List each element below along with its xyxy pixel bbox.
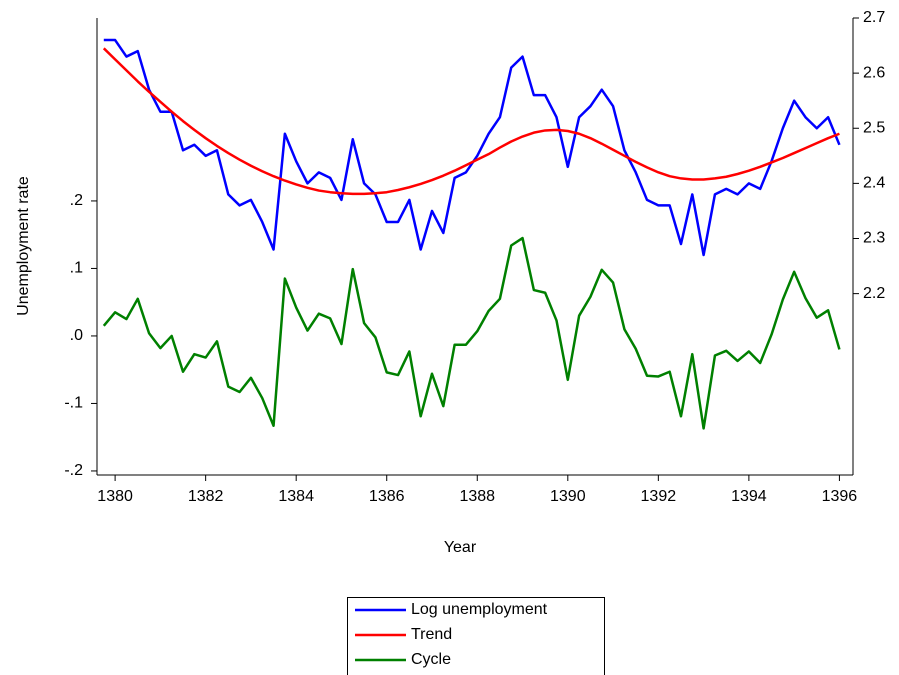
y-tick-label: -.2 xyxy=(64,462,83,479)
x-tick-label: 1380 xyxy=(97,488,133,505)
x-tick-label: 1384 xyxy=(278,488,314,505)
x-tick-label: 1394 xyxy=(731,488,767,505)
legend-label: Cycle xyxy=(411,651,451,668)
y-tick-label: .0 xyxy=(70,327,83,344)
y2-tick-label: 2.6 xyxy=(863,64,885,81)
y2-tick-label: 2.3 xyxy=(863,230,885,247)
y-axis-label: Unemployment rate xyxy=(15,176,32,316)
y-tick-label: .1 xyxy=(70,260,83,277)
x-tick-label: 1390 xyxy=(550,488,586,505)
series-line xyxy=(103,38,841,257)
legend-label: Trend xyxy=(411,626,452,643)
y2-tick-label: 2.5 xyxy=(863,119,885,136)
y2-tick-label: 2.2 xyxy=(863,285,885,302)
x-axis-label: Year xyxy=(444,539,477,556)
y-tick-label: .2 xyxy=(70,192,83,209)
y-tick-label: -.1 xyxy=(64,395,83,412)
y2-tick-label: 2.4 xyxy=(863,175,885,192)
y2-tick-label: 2.7 xyxy=(863,9,885,26)
series-line xyxy=(102,236,841,430)
legend-label: Log unemployment xyxy=(411,601,548,618)
series-line xyxy=(102,47,840,196)
x-tick-label: 1392 xyxy=(641,488,677,505)
x-tick-label: 1388 xyxy=(459,488,495,505)
x-tick-label: 1386 xyxy=(369,488,405,505)
x-tick-label: 1396 xyxy=(822,488,858,505)
x-tick-label: 1382 xyxy=(188,488,224,505)
